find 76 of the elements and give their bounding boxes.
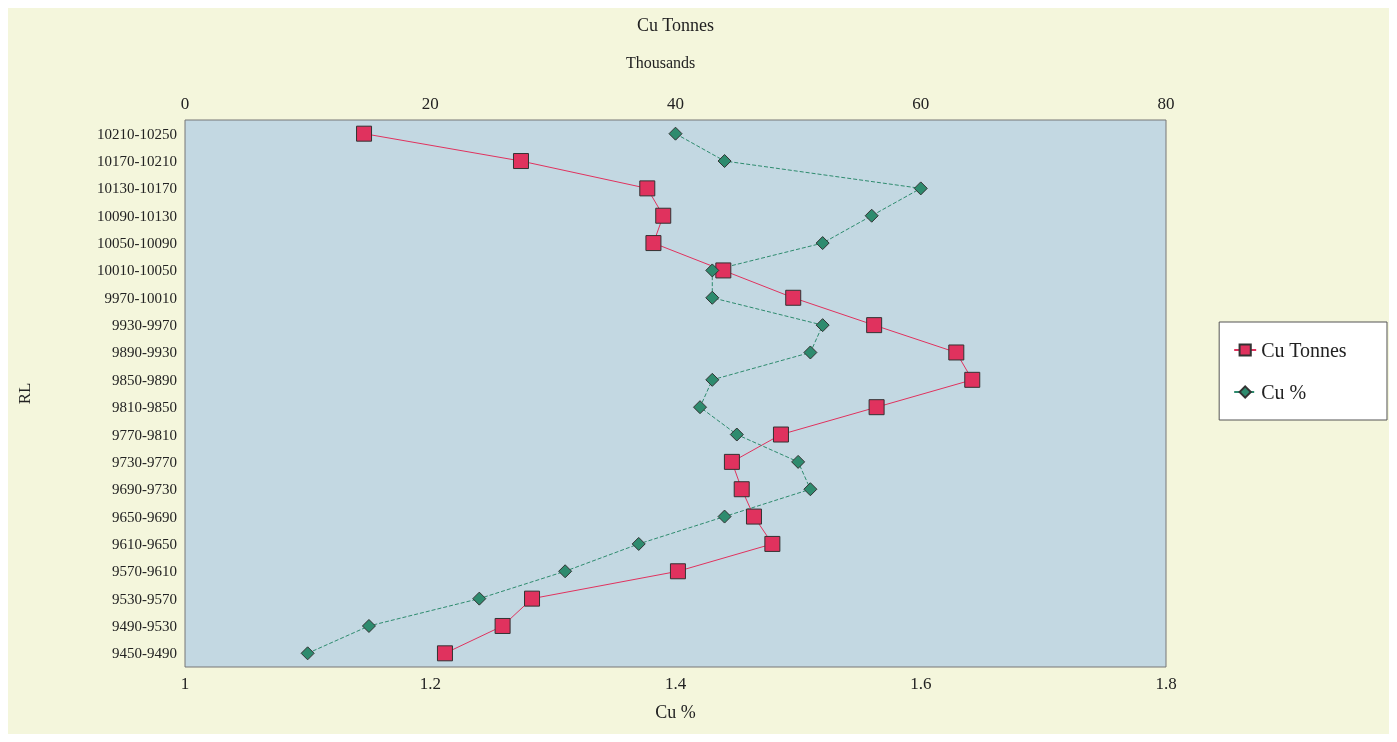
x2-tick-label: 40 [667,94,684,113]
x2-tick-label: 60 [912,94,930,113]
point [964,371,981,388]
x-axis-title: Cu % [655,702,696,722]
point [815,318,830,333]
x2-tick-label: 0 [180,94,190,113]
point [733,481,750,498]
y-tick-label: 10010-10050 [97,262,177,279]
y-tick-label: 9890-9930 [112,344,177,361]
y-tick-label: 9770-9810 [112,426,177,443]
text: Thousands [626,53,696,71]
x2-tick-label: 80 [1157,94,1175,113]
legend-label: Cu Tonnes [1261,339,1347,361]
point [715,262,732,279]
y-tick-label: 9730-9770 [112,453,177,470]
point [300,646,315,661]
y-tick-label: 9850-9890 [112,371,177,388]
x2-axis-title: Cu Tonnes [637,15,714,35]
y-tick-label: 10210-10250 [97,125,177,142]
y-tick-label: 9650-9690 [112,508,177,525]
point [866,317,883,334]
x-tick-label: 1.8 [1155,674,1177,693]
x-tick-label: 1 [180,674,190,693]
x-tick-label: 1.6 [910,674,932,693]
point [729,427,744,442]
point [705,372,720,387]
point [669,563,686,580]
point [791,454,806,469]
y-tick-label: 9490-9530 [112,617,177,634]
point [803,345,818,360]
point [803,482,818,497]
point [868,399,885,416]
y-tick-label: 10090-10130 [97,207,177,224]
point [723,453,740,470]
legend-label: Cu % [1261,381,1307,403]
y-tick-label: 9610-9650 [112,535,177,552]
y-tick-label: 10130-10170 [97,180,177,197]
point [717,509,732,524]
point [717,154,732,169]
point [472,591,487,606]
point [764,535,781,552]
y-tick-label: 9810-9850 [112,399,177,416]
y-tick-label: 9570-9610 [112,563,177,580]
point [639,180,656,197]
y-tick-label: 9930-9970 [112,317,177,334]
point [693,400,708,415]
point [436,645,453,662]
point [655,207,672,224]
point [356,125,373,142]
point [668,126,683,141]
y-tick-label: 9690-9730 [112,481,177,498]
y-axis-title: RL [15,382,34,405]
point [948,344,965,361]
point [705,290,720,305]
point [815,236,830,251]
y-tick-label: 9450-9490 [112,645,177,662]
point [524,590,541,607]
point [361,618,376,633]
x-tick-label: 1.4 [664,674,687,693]
point [772,426,789,443]
point [631,536,646,551]
y-tick-label: 10170-10210 [97,153,177,170]
point [913,181,928,196]
y-tick-label: 9530-9570 [112,590,177,607]
point [745,508,762,525]
point [785,289,802,306]
point [705,263,720,278]
point [864,208,879,223]
point [645,235,662,252]
point [558,564,573,579]
point [494,617,511,634]
x2-tick-label: 20 [421,94,439,113]
point [512,153,529,170]
y-tick-label: 10050-10090 [97,235,177,252]
y-tick-label: 9970-10010 [104,289,177,306]
x-tick-label: 1.2 [419,674,441,693]
